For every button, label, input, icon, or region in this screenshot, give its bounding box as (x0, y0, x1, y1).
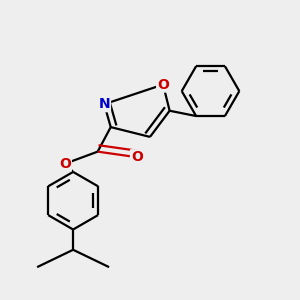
Text: O: O (131, 150, 143, 164)
Text: N: N (98, 97, 110, 111)
Text: O: O (157, 78, 169, 92)
Text: O: O (59, 157, 71, 171)
